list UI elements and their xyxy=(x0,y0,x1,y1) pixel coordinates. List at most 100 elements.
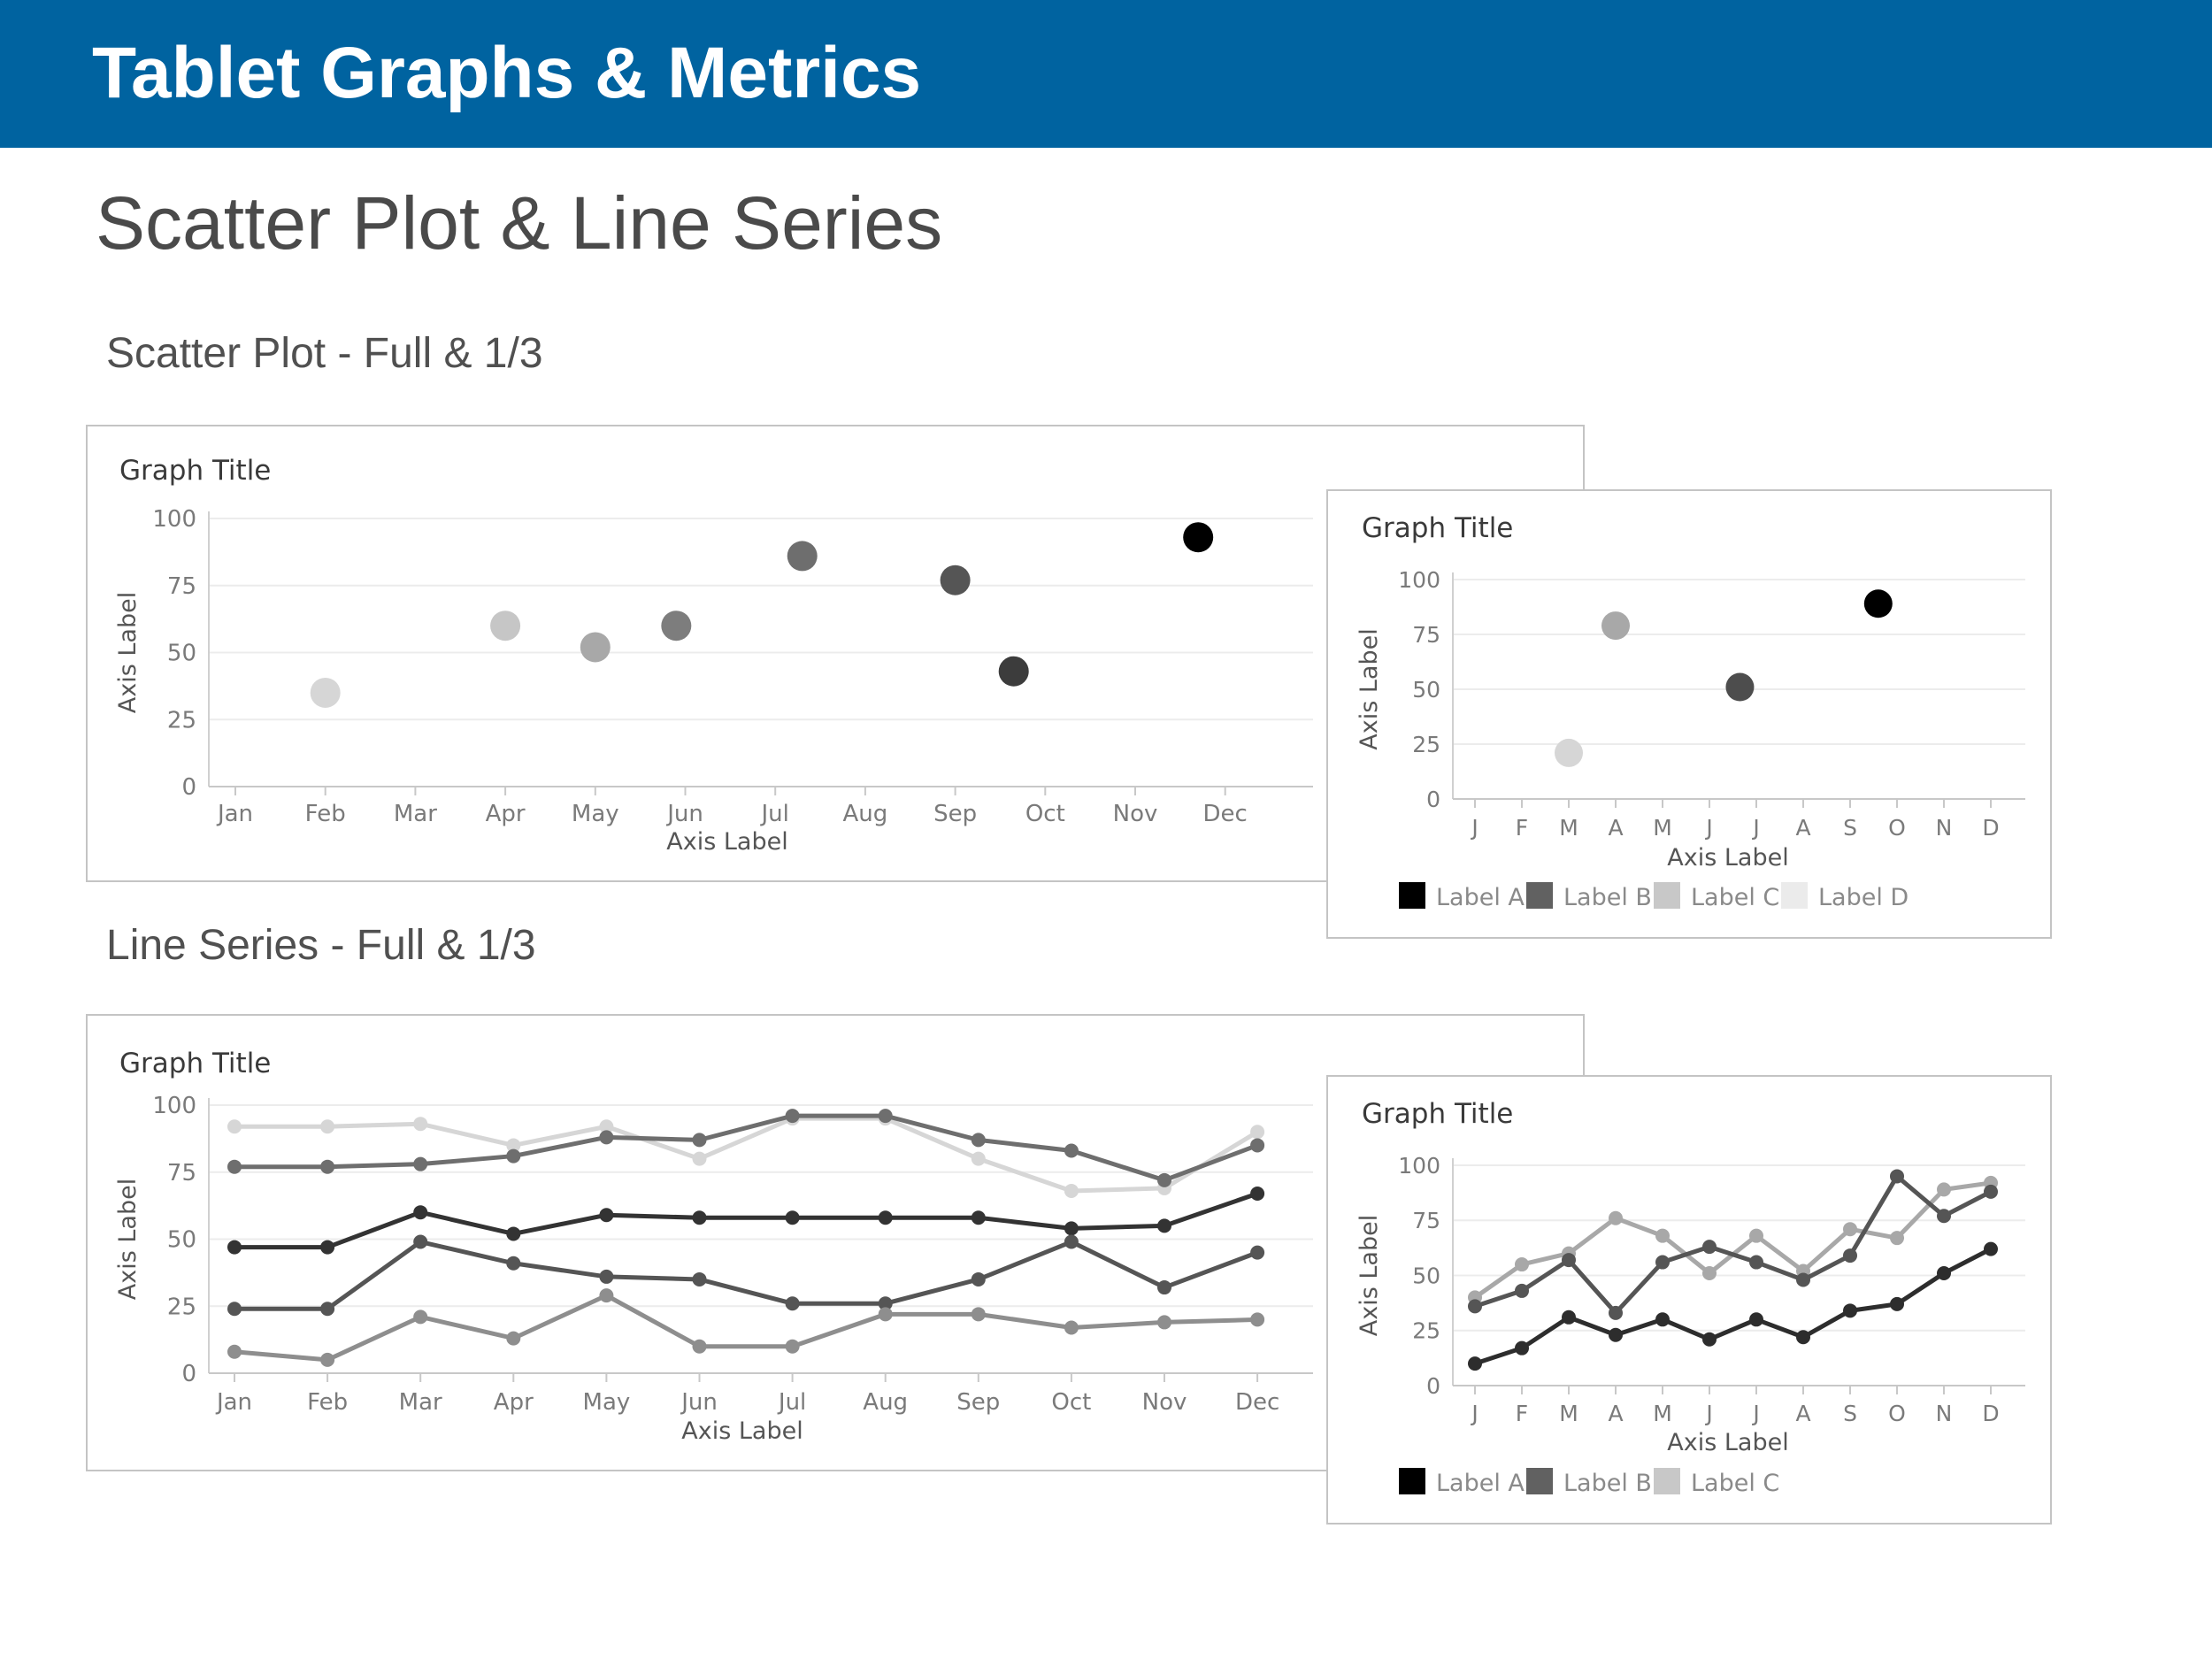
y-axis-label: Axis Label xyxy=(114,1179,142,1300)
panel-scatter-third-svg: Graph Title 0 25 50 75 100 J F M A M J J A S O N D Axis La… xyxy=(1356,512,2025,911)
x-tick-label: F xyxy=(1516,815,1528,841)
panel-scatter-full-svg: Graph Title 0 25 50 75 100 Jan Feb Mar Apr May Jun J… xyxy=(114,455,1313,856)
x-tick-label: May xyxy=(583,1389,631,1416)
x-tick-label: A xyxy=(1608,1401,1623,1426)
series-line-2 xyxy=(234,1113,1258,1183)
x-tick-label: M xyxy=(1653,1401,1672,1426)
legend-label: Label C xyxy=(1691,884,1779,911)
series-point xyxy=(1702,1266,1717,1281)
legend-label: Label B xyxy=(1563,884,1652,911)
series-point xyxy=(227,1119,242,1134)
series-point xyxy=(506,1331,521,1346)
y-tick-label: 50 xyxy=(167,1227,196,1254)
scatter-point xyxy=(1601,611,1630,641)
series-point xyxy=(1749,1228,1763,1243)
series-point xyxy=(1064,1320,1079,1335)
series-point xyxy=(878,1296,893,1311)
header-bar: Tablet Graphs & Metrics xyxy=(0,0,2212,148)
series-line-3 xyxy=(1474,1247,1993,1366)
x-tick-label: Oct xyxy=(1051,1389,1091,1416)
series-point xyxy=(1468,1356,1482,1371)
y-tick-label: 100 xyxy=(152,1093,196,1119)
series-point xyxy=(971,1210,986,1225)
panel-line-full-svg: Graph Title 0 25 50 75 100 Jan Feb Mar Apr May Jun J… xyxy=(114,1048,1313,1445)
x-tick-label: Dec xyxy=(1235,1389,1279,1416)
x-tick-label: Aug xyxy=(843,801,888,827)
series-point xyxy=(413,1234,428,1249)
y-axis-label: Axis Label xyxy=(1356,1215,1383,1336)
series-point xyxy=(1609,1210,1623,1225)
scatter-point xyxy=(940,565,971,595)
series-point xyxy=(1843,1222,1857,1237)
series-point xyxy=(1064,1183,1079,1198)
y-tick-label: 75 xyxy=(1412,622,1440,648)
series-point xyxy=(878,1307,893,1322)
x-axis-label: Axis Label xyxy=(1667,844,1788,872)
series-point xyxy=(413,1156,428,1171)
series-point xyxy=(1890,1296,1904,1311)
series-line-3 xyxy=(234,1191,1258,1250)
y-tick-label: 50 xyxy=(167,641,196,667)
series-point xyxy=(1064,1143,1079,1158)
legend-label: Label C xyxy=(1691,1470,1779,1497)
x-tick-label: M xyxy=(1653,815,1672,841)
x-tick-label: O xyxy=(1888,815,1906,841)
x-tick-label: Dec xyxy=(1203,801,1248,827)
y-tick-label: 25 xyxy=(167,707,196,733)
x-tick-label: Feb xyxy=(307,1389,348,1416)
series-point xyxy=(971,1133,986,1148)
x-tick-label: Apr xyxy=(486,801,526,827)
series-point xyxy=(1937,1209,1951,1224)
legend-swatch xyxy=(1654,882,1680,909)
series-point xyxy=(227,1159,242,1174)
series-line-1 xyxy=(1473,1180,1992,1300)
series-point xyxy=(1562,1310,1576,1325)
series-point xyxy=(1702,1332,1717,1347)
scatter-third-chart-panel: Graph Title 0 25 50 75 100 J F M A M J J A S O N D Axis La… xyxy=(1326,489,2052,939)
series-point xyxy=(1515,1340,1529,1356)
x-tick-label: J xyxy=(1704,1401,1712,1426)
x-tick-label: Apr xyxy=(494,1389,534,1416)
series-point xyxy=(320,1352,335,1367)
graph-title: Graph Title xyxy=(1362,1098,1513,1130)
series-point xyxy=(692,1271,707,1286)
series-point xyxy=(1515,1257,1529,1272)
y-tick-label: 50 xyxy=(1412,677,1440,703)
series-point xyxy=(1655,1228,1670,1243)
legend-swatch xyxy=(1399,882,1425,909)
x-tick-label: Jan xyxy=(216,801,253,827)
scatter-point xyxy=(998,656,1029,687)
y-tick-label: 50 xyxy=(1412,1263,1440,1288)
series-point xyxy=(320,1159,335,1174)
scatter-point xyxy=(1863,589,1893,618)
page-header-title: Tablet Graphs & Metrics xyxy=(92,33,922,113)
y-tick-label: 25 xyxy=(1412,732,1440,757)
x-tick-label: J xyxy=(1470,1401,1478,1426)
y-tick-label: 25 xyxy=(1412,1318,1440,1344)
series-line-1 xyxy=(234,1116,1259,1194)
x-tick-label: Sep xyxy=(956,1389,1000,1416)
series-point xyxy=(1064,1221,1079,1236)
y-tick-label: 100 xyxy=(1398,567,1440,593)
series-point xyxy=(1702,1240,1717,1255)
series-point xyxy=(227,1302,242,1317)
scatter-point xyxy=(787,541,818,572)
x-axis-label: Axis Label xyxy=(1667,1429,1788,1456)
line-subsection-title: Line Series - Full & 1/3 xyxy=(106,922,536,969)
x-tick-label: Mar xyxy=(399,1389,442,1416)
series-point xyxy=(1890,1169,1904,1184)
section-title: Scatter Plot & Line Series xyxy=(96,181,943,265)
x-tick-label: Jun xyxy=(680,1389,718,1416)
series-point xyxy=(1843,1303,1857,1318)
series-point xyxy=(1796,1330,1810,1345)
x-tick-label: F xyxy=(1516,1401,1528,1426)
graph-title: Graph Title xyxy=(119,1048,271,1079)
scatter-point xyxy=(310,677,341,708)
series-point xyxy=(1468,1299,1482,1314)
series-point xyxy=(1157,1280,1171,1295)
series-point xyxy=(320,1302,335,1317)
y-tick-label: 0 xyxy=(181,1361,196,1387)
x-tick-label: S xyxy=(1843,815,1857,841)
series-point xyxy=(1937,1266,1951,1281)
y-tick-label: 25 xyxy=(167,1294,196,1320)
